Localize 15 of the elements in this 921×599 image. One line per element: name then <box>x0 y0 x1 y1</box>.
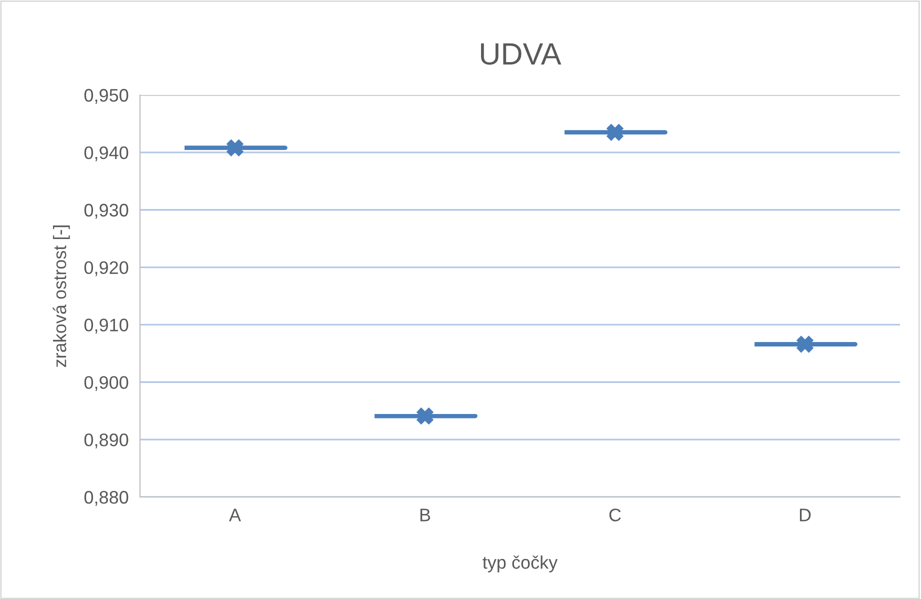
y-tick-label: 0,950 <box>84 88 128 104</box>
x-tick-label: C <box>609 508 621 522</box>
y-tick-label: 0,930 <box>84 204 128 219</box>
x-axis-title: typ čočky <box>482 556 558 572</box>
y-tick-label: 0,890 <box>84 434 128 448</box>
y-tick-label: 0,900 <box>84 376 128 391</box>
x-tick-label: D <box>800 508 811 522</box>
x-tick-label: A <box>229 508 241 522</box>
y-tick-label: 0,940 <box>84 146 128 162</box>
y-axis-title: zraková ostrost [-] <box>52 226 70 368</box>
chart-title: UDVA <box>481 43 562 65</box>
y-tick-label: 0,880 <box>84 490 128 506</box>
x-tick-label: B <box>420 508 430 522</box>
y-tick-label: 0,910 <box>84 318 128 334</box>
y-tick-label: 0,920 <box>84 261 128 276</box>
